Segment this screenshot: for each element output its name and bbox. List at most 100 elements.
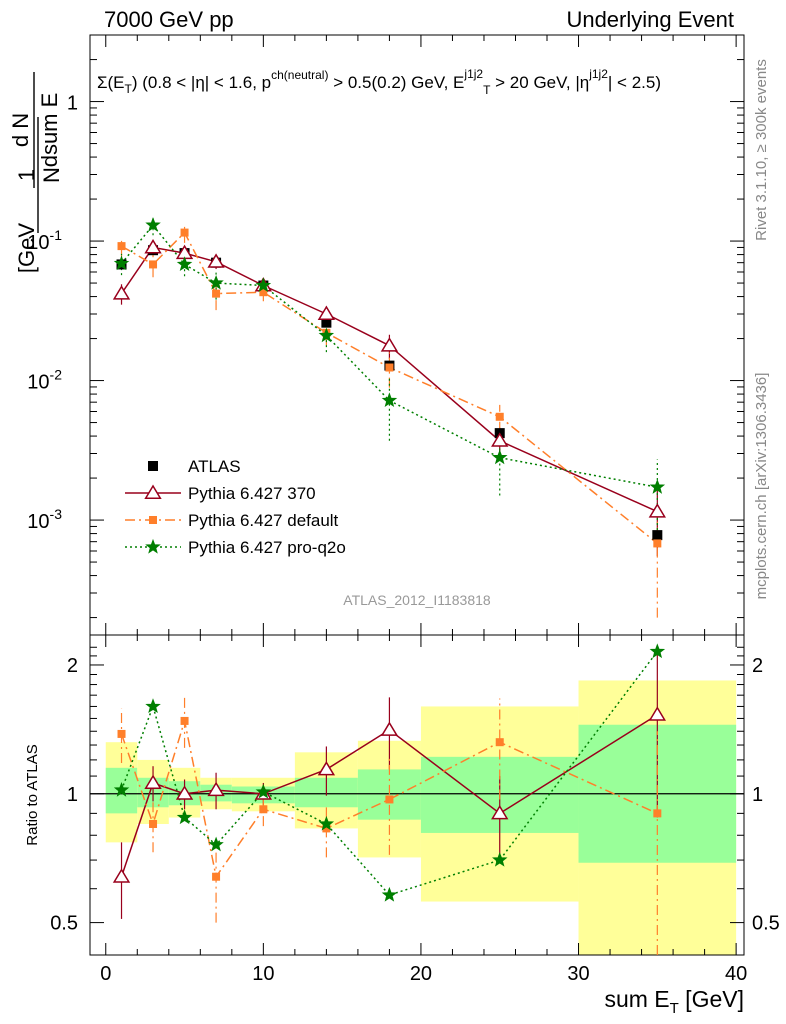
- legend-label-pq2o: Pythia 6.427 pro-q2o: [188, 538, 346, 557]
- header-energy-label: 7000 GeV pp: [104, 7, 234, 32]
- main-point-p370: [317, 305, 336, 321]
- ratio-point-p370: [491, 804, 509, 820]
- ratio-y-tick-label-left: 0.5: [50, 913, 78, 935]
- y-label-unit: [GeV: [14, 223, 39, 273]
- mcplots-side-label: mcplots.cern.ch [arXiv:1306.3436]: [753, 373, 770, 600]
- legend-marker-pq2o: [145, 538, 161, 554]
- ratio-point-pdefault: [180, 716, 189, 725]
- x-tick-label: 10: [252, 963, 274, 985]
- ratio-y-tick-label-left: 2: [67, 655, 78, 677]
- ratio-point-pdefault: [653, 809, 662, 818]
- ratio-point-pq2o: [649, 643, 666, 659]
- y-tick-label: 10-3: [27, 506, 62, 533]
- ratio-point-pdefault: [259, 805, 268, 814]
- axes-frames: [89, 34, 745, 956]
- main-point-pdefault: [117, 242, 126, 251]
- ratio-point-p370: [317, 760, 336, 776]
- ratio-y-tick-label-right: 1: [752, 784, 763, 806]
- legend-entry-pq2o: Pythia 6.427 pro-q2o: [125, 538, 346, 557]
- ratio-point-p370: [112, 868, 131, 883]
- main-point-p370: [112, 285, 131, 300]
- y-label-nevt: N: [39, 167, 64, 183]
- main-point-atlas: [321, 317, 332, 328]
- legend-entry-pdefault: Pythia 6.427 default: [125, 511, 339, 530]
- y-label-denominator: dsum E: [37, 93, 62, 168]
- x-tick-label: 30: [567, 963, 589, 985]
- ratio-point-pq2o: [113, 781, 130, 797]
- y-tick-label: 10-2: [27, 367, 62, 394]
- main-point-pq2o: [649, 479, 666, 494]
- ratio-uncertainty-bands: [105, 680, 737, 955]
- main-point-pdefault: [259, 288, 268, 297]
- y-tick-label: 10-1: [27, 227, 62, 254]
- main-point-p370: [648, 503, 666, 518]
- ratio-point-pq2o: [255, 783, 272, 799]
- legend-label-p370: Pythia 6.427 370: [188, 484, 316, 503]
- ratio-point-p370: [144, 774, 162, 789]
- ratio-point-pdefault: [495, 738, 504, 747]
- main-point-pdefault: [653, 539, 662, 548]
- main-point-pq2o: [318, 327, 335, 343]
- main-point-pq2o: [381, 392, 398, 408]
- ratio-point-pdefault: [149, 819, 158, 828]
- ratio-point-pq2o: [176, 809, 193, 825]
- main-point-pq2o: [145, 217, 161, 232]
- ratio-y-axis-label: Ratio to ATLAS: [24, 744, 41, 845]
- mcplots-side-label-text: mcplots.cern.ch [arXiv:1306.3436]: [753, 373, 770, 600]
- x-tick-label: 0: [100, 963, 111, 985]
- ratio-plot-frame: [89, 634, 745, 956]
- x-axis-label: sum ET [GeV]: [604, 986, 744, 1017]
- main-point-p370: [207, 253, 225, 268]
- ratio-y-tick-label-left: 1: [67, 784, 78, 806]
- main-point-pq2o: [208, 274, 224, 290]
- rivet-side-label: Rivet 3.1.10, ≥ 300k events: [753, 59, 770, 241]
- ratio-point-p370: [175, 785, 194, 800]
- plot-title: Σ(ET) (0.8 < |η| < 1.6, pch(neutral) > 0…: [97, 67, 661, 97]
- ratio-point-p370: [380, 721, 399, 736]
- main-point-atlas: [652, 530, 663, 541]
- main-point-pdefault: [495, 412, 504, 421]
- ratio-point-pdefault: [385, 795, 394, 804]
- legend-entry-atlas: ATLAS: [148, 457, 241, 476]
- y-label-one: 1: [14, 169, 39, 181]
- ratio-point-pq2o: [145, 698, 161, 714]
- ratio-point-pq2o: [381, 886, 398, 902]
- legend-label-atlas: ATLAS: [188, 457, 241, 476]
- main-point-p370: [144, 238, 162, 254]
- chart-text: 0 10 20 30 40 10-3 10-2 10-1 1 0.5 0.5 1 1 2 2 ATLAS Pyt…: [8, 59, 780, 1017]
- x-tick-label: 20: [410, 963, 432, 985]
- ratio-point-p370: [648, 706, 666, 721]
- main-line-pdefault: [121, 231, 658, 544]
- main-point-pq2o: [176, 256, 193, 272]
- main-point-p370: [491, 432, 509, 447]
- ratio-point-pdefault: [322, 824, 331, 833]
- main-point-p370: [380, 337, 399, 352]
- legend-marker-pdefault: [149, 516, 157, 524]
- main-point-pq2o: [492, 449, 508, 465]
- main-point-pdefault: [212, 289, 221, 298]
- main-point-pq2o: [113, 255, 130, 271]
- ratio-y-tick-label-right: 0.5: [752, 913, 780, 935]
- ratio-point-pq2o: [492, 851, 508, 867]
- data-series: [112, 216, 666, 955]
- ratio-point-pq2o: [318, 815, 335, 831]
- legend-atlas-marker: [148, 461, 158, 471]
- y-label-numerator: d N: [8, 113, 33, 147]
- header-analysis-label: Underlying Event: [566, 7, 734, 32]
- legend-label-pdefault: Pythia 6.427 default: [188, 511, 339, 530]
- ratio-line-pq2o: [120, 651, 658, 896]
- rivet-side-label-text: Rivet 3.1.10, ≥ 300k events: [753, 59, 770, 241]
- ratio-y-label-text: Ratio to ATLAS: [24, 744, 41, 845]
- legend-marker-p370: [144, 484, 162, 499]
- y-tick-label: 1: [67, 93, 78, 115]
- ratio-point-pq2o: [208, 836, 224, 852]
- analysis-watermark: ATLAS_2012_I1183818: [343, 592, 491, 608]
- x-tick-label: 40: [725, 963, 747, 985]
- ratio-y-tick-label-right: 2: [752, 655, 763, 677]
- main-point-pdefault: [180, 228, 189, 237]
- main-line-pq2o: [120, 224, 658, 488]
- ratio-point-p370: [207, 781, 225, 797]
- main-point-pdefault: [149, 260, 158, 269]
